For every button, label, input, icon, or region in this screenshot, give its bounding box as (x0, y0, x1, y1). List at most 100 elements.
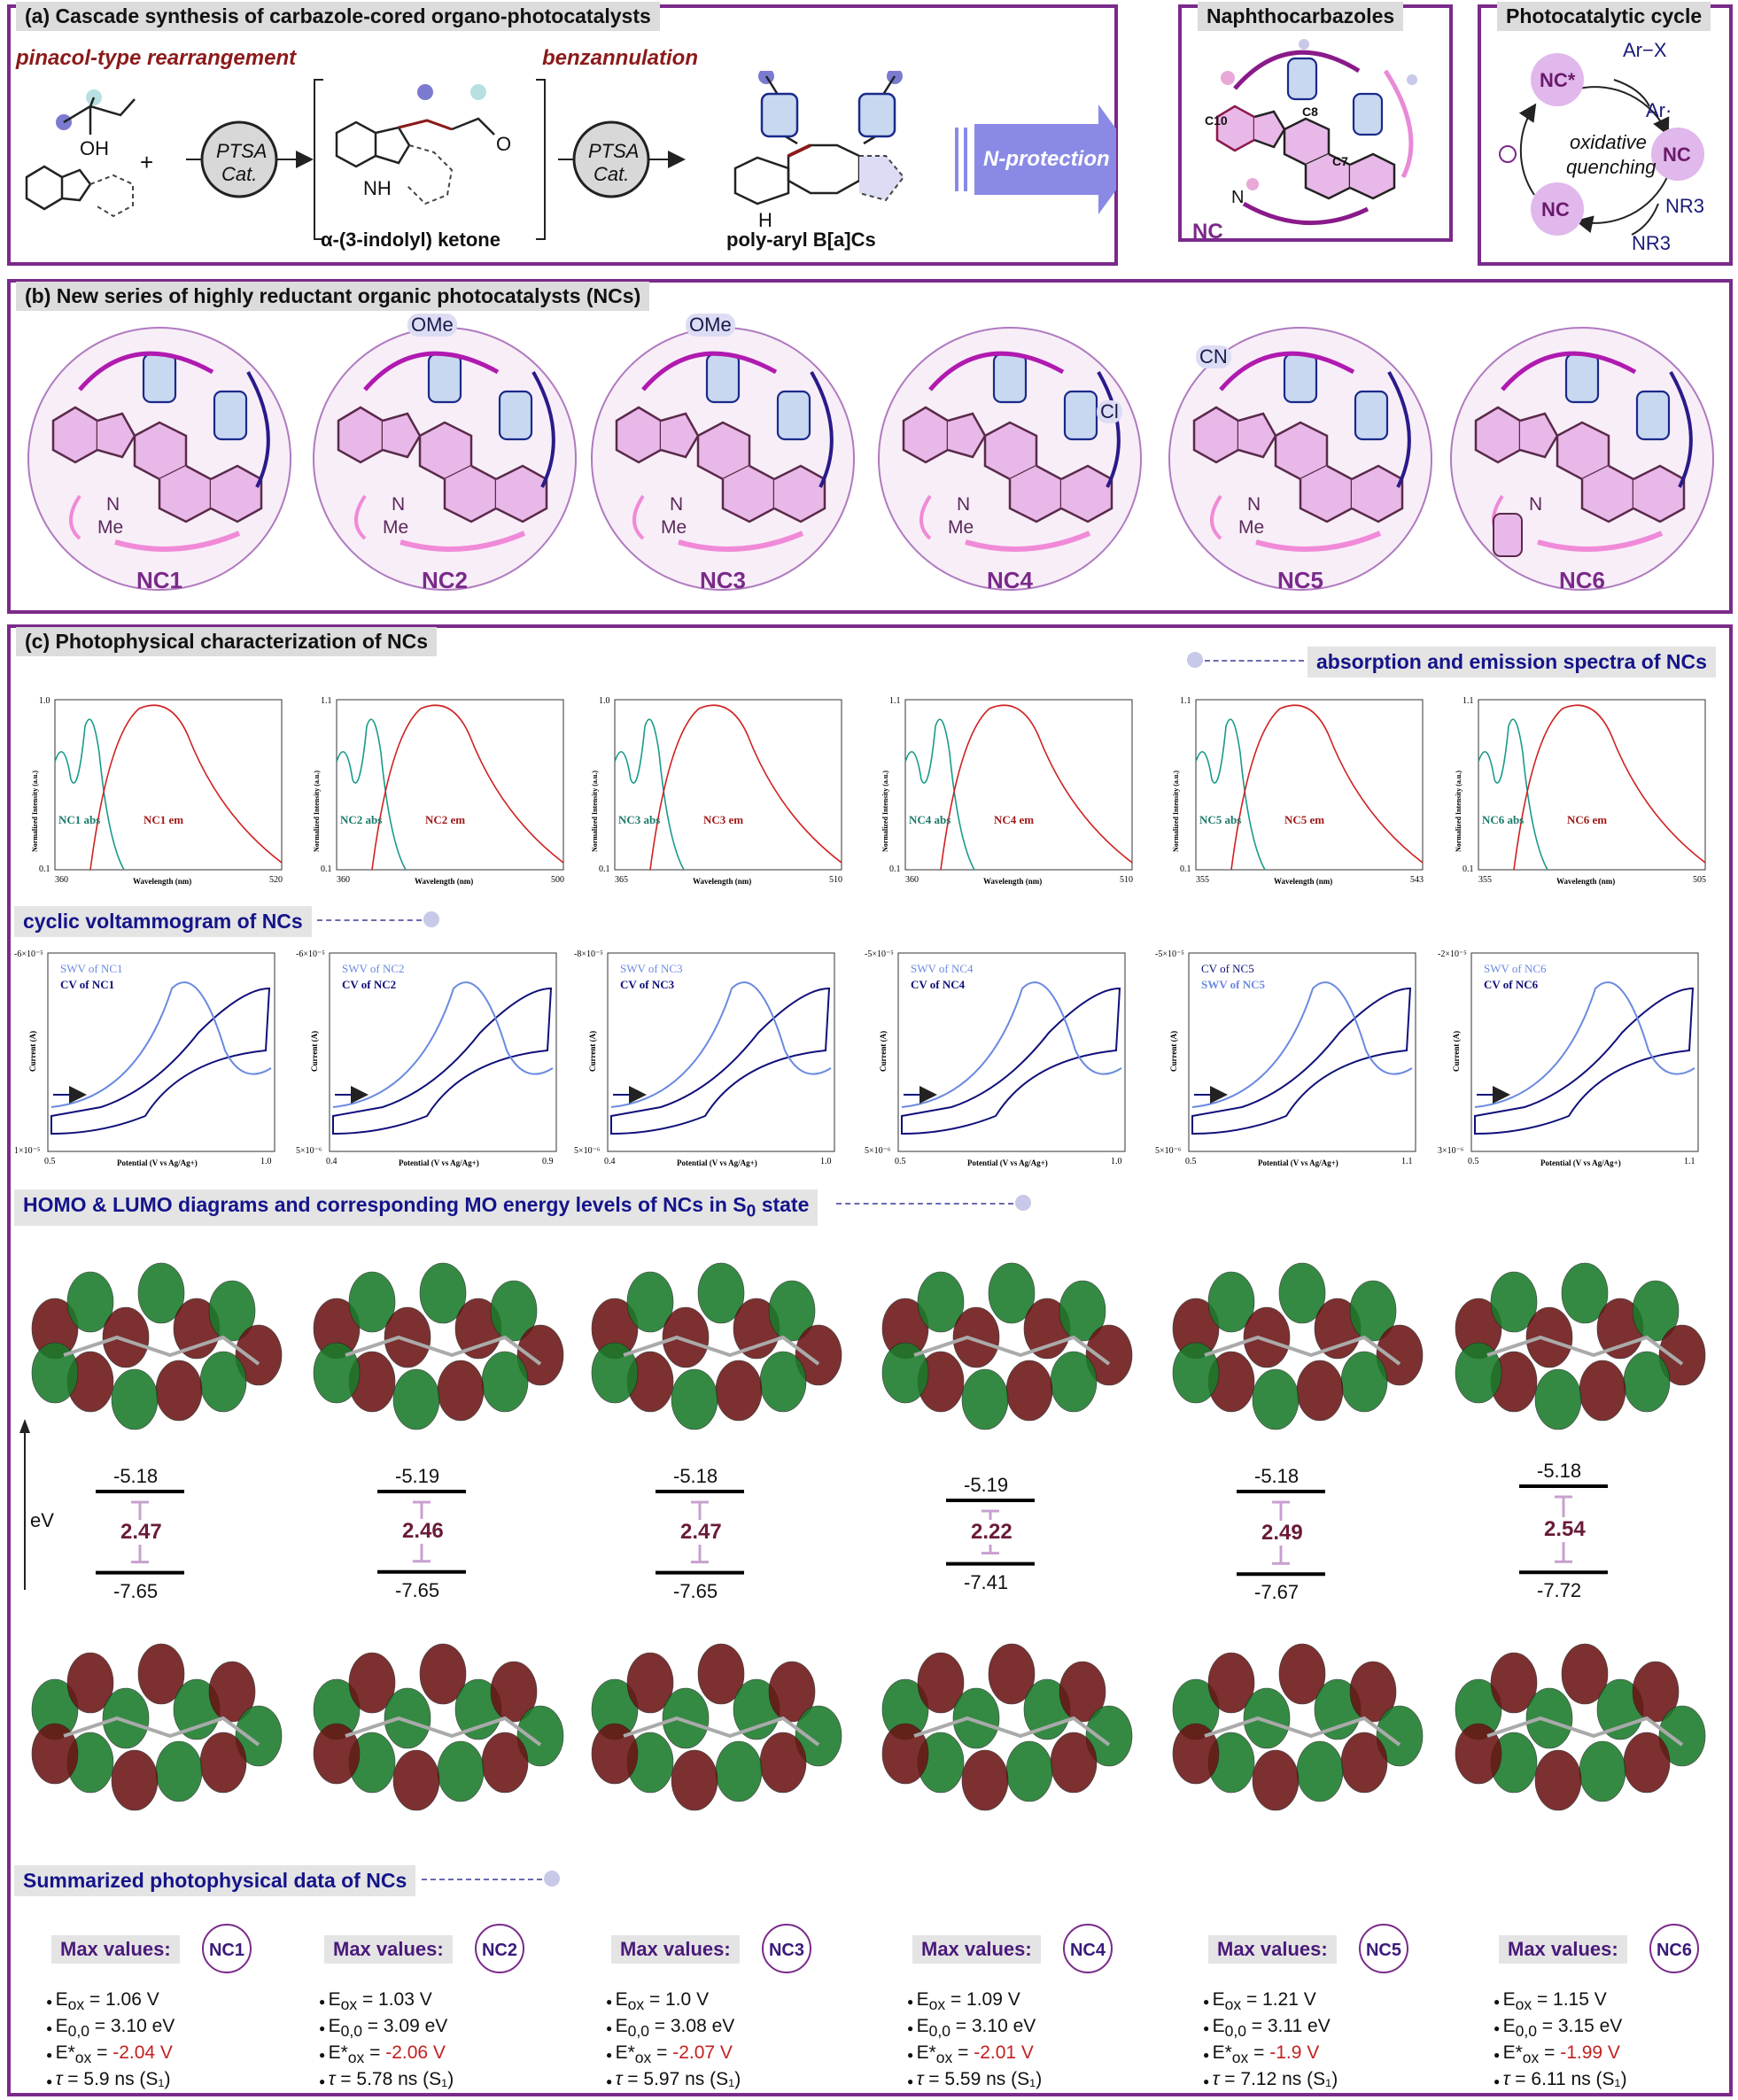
cv-curve (332, 987, 553, 1135)
legend-2: SWV of NC5 (1201, 978, 1265, 991)
x-min-tick: 0.5 (44, 1157, 56, 1166)
conjugation-arc (1219, 351, 1355, 391)
value: = 3.10 eV (955, 2016, 1036, 2036)
ev-axis (19, 1419, 30, 1590)
legend-1: SWV of NC2 (342, 962, 405, 975)
aryl-ring (213, 390, 248, 441)
orbital-lobe (31, 1342, 79, 1404)
absorption-curve (336, 718, 407, 871)
product-label: poly-aryl B[a]Cs (726, 229, 876, 251)
bullet: ● (907, 1995, 917, 2008)
symbol: E* (1502, 2042, 1523, 2063)
orbital-lobe (697, 1643, 745, 1705)
value: = 3.15 eV (1541, 2016, 1623, 2036)
spectrum-5: NC5 abs NC5 em 355 543 1.1 0.1 Wavelength (nm)… (1172, 696, 1424, 886)
y-axis-label: Current (A) (879, 1031, 888, 1072)
c8-label: C8 (1302, 105, 1318, 119)
emission-curve (649, 704, 842, 871)
cv-chart-4: SWV of NC4 CV of NC4 -5×10⁻⁵ 5×10⁻⁶ 0.5 1.0 Po… (865, 949, 1126, 1167)
gap-energy: 2.22 (971, 1519, 1013, 1545)
orbital-lobe (1050, 1351, 1098, 1413)
abs-legend: NC1 abs (58, 813, 100, 826)
abs-legend: NC4 abs (909, 813, 950, 826)
orbital-lobe (795, 1324, 842, 1386)
data-row: ● τ = 5.97 ns (S₁) (606, 2069, 741, 2090)
data-row: ● Eox = 1.21 V (1203, 1989, 1316, 2014)
cycle-title: Photocatalytic cycle (1497, 2, 1711, 31)
y-min-tick: 0.1 (599, 864, 610, 874)
ptsa1-label: PTSA (216, 140, 268, 162)
data-row: ● τ = 5.9 ns (S₁) (46, 2069, 171, 2090)
legend-1: SWV of NC6 (1484, 962, 1547, 975)
cv-chart-1: SWV of NC1 CV of NC1 -6×10⁻⁵ 1×10⁻⁵ 0.5 1.0 Po… (14, 949, 275, 1167)
nc-ground-label: NC (1541, 198, 1570, 221)
plot-frame (1478, 699, 1706, 871)
conjugation-arc (78, 351, 214, 391)
cat2-label: Cat. (594, 163, 630, 185)
legend-2: CV of NC6 (1484, 978, 1539, 991)
orbital-lobe (313, 1723, 361, 1785)
bullet: ● (1203, 2049, 1213, 2061)
orbital-lobe (1525, 1306, 1573, 1368)
em-legend: NC5 em (1284, 813, 1324, 826)
plus-sign: + (140, 149, 154, 175)
equals: = (91, 2042, 113, 2063)
conjugation-arc (1669, 371, 1693, 488)
orbital-lobe (1050, 1732, 1098, 1794)
lumo-energy: -7.65 (395, 1578, 440, 1601)
lumo-energy: -7.65 (673, 1579, 718, 1602)
plot-frame (904, 699, 1133, 871)
orbital-lobe (437, 1740, 485, 1802)
n-atom-label: N (106, 494, 120, 515)
nc-star-label: NC* (1540, 69, 1576, 91)
lumo-orbital-5 (1172, 1643, 1424, 1811)
orbital-lobe (1278, 1262, 1326, 1324)
fused-ring (51, 406, 99, 464)
panel-b-title: (b) New series of highly reductant organ… (16, 282, 650, 311)
orbital-lobe (1658, 1324, 1706, 1386)
quenching-label: quenching (1566, 156, 1657, 178)
symbol: E (55, 1989, 68, 2010)
bullet: ● (1494, 2022, 1503, 2034)
x-axis-label: Potential (V vs Ag/Ag+) (967, 1158, 1048, 1167)
x-min-tick: 365 (615, 875, 628, 885)
orbital-lobe (626, 1652, 674, 1714)
max-values-label-5: Max values: (1208, 1935, 1337, 1964)
x-min-tick: 0.5 (1185, 1157, 1197, 1166)
max-values-label-6: Max values: (1499, 1935, 1627, 1964)
bullet: ● (1203, 2075, 1213, 2088)
orbital-lobe (419, 1262, 467, 1324)
homo-orbital-5 (1172, 1262, 1424, 1430)
homo-lumo-text: HOMO & LUMO diagrams and corresponding M… (23, 1193, 747, 1216)
x-max-tick: 1.0 (260, 1157, 272, 1166)
absorption-curve (1478, 718, 1548, 871)
symbol-sub: ox (1515, 1995, 1532, 2014)
spectrum-1: NC1 abs NC1 em 360 520 1.0 0.1 Wavelength (nm)… (31, 696, 283, 886)
panel-b (7, 279, 1733, 614)
orbital-lobe (671, 1749, 718, 1811)
orbital-lobe (1207, 1271, 1255, 1333)
symbol-sub: ox (347, 2049, 365, 2067)
naphtho-title: Naphthocarbazoles (1198, 2, 1404, 31)
x-min-tick: 0.4 (604, 1157, 616, 1166)
value: = 7.12 ns (S₁) (1224, 2069, 1338, 2089)
panel-a-title: (a) Cascade synthesis of carbazole-cored… (16, 2, 660, 31)
y-axis-label: Normalized Intensity (a.u.) (313, 771, 321, 852)
orbital-lobe (1059, 1661, 1106, 1723)
y-min-tick: 0.1 (889, 864, 901, 874)
orbital-lobe (208, 1661, 256, 1723)
n-methyl-label: Me (1238, 517, 1265, 538)
abs-legend: NC5 abs (1199, 813, 1241, 826)
homo-lumo-tail: state (761, 1193, 810, 1216)
y-min-tick: 3×10⁻⁶ (1438, 1146, 1464, 1156)
orbital-lobe (392, 1368, 440, 1430)
max-values-label-1: Max values: (51, 1935, 180, 1964)
symbol: E (615, 2016, 628, 2036)
c10-label: C10 (1205, 113, 1228, 128)
value: = 1.15 V (1536, 1989, 1607, 2010)
emission-curve (1513, 704, 1706, 871)
aryl-ring (427, 353, 462, 404)
value: -1.99 V (1560, 2042, 1620, 2063)
bullet: ● (1494, 2075, 1503, 2088)
cat1-label: Cat. (221, 163, 258, 185)
